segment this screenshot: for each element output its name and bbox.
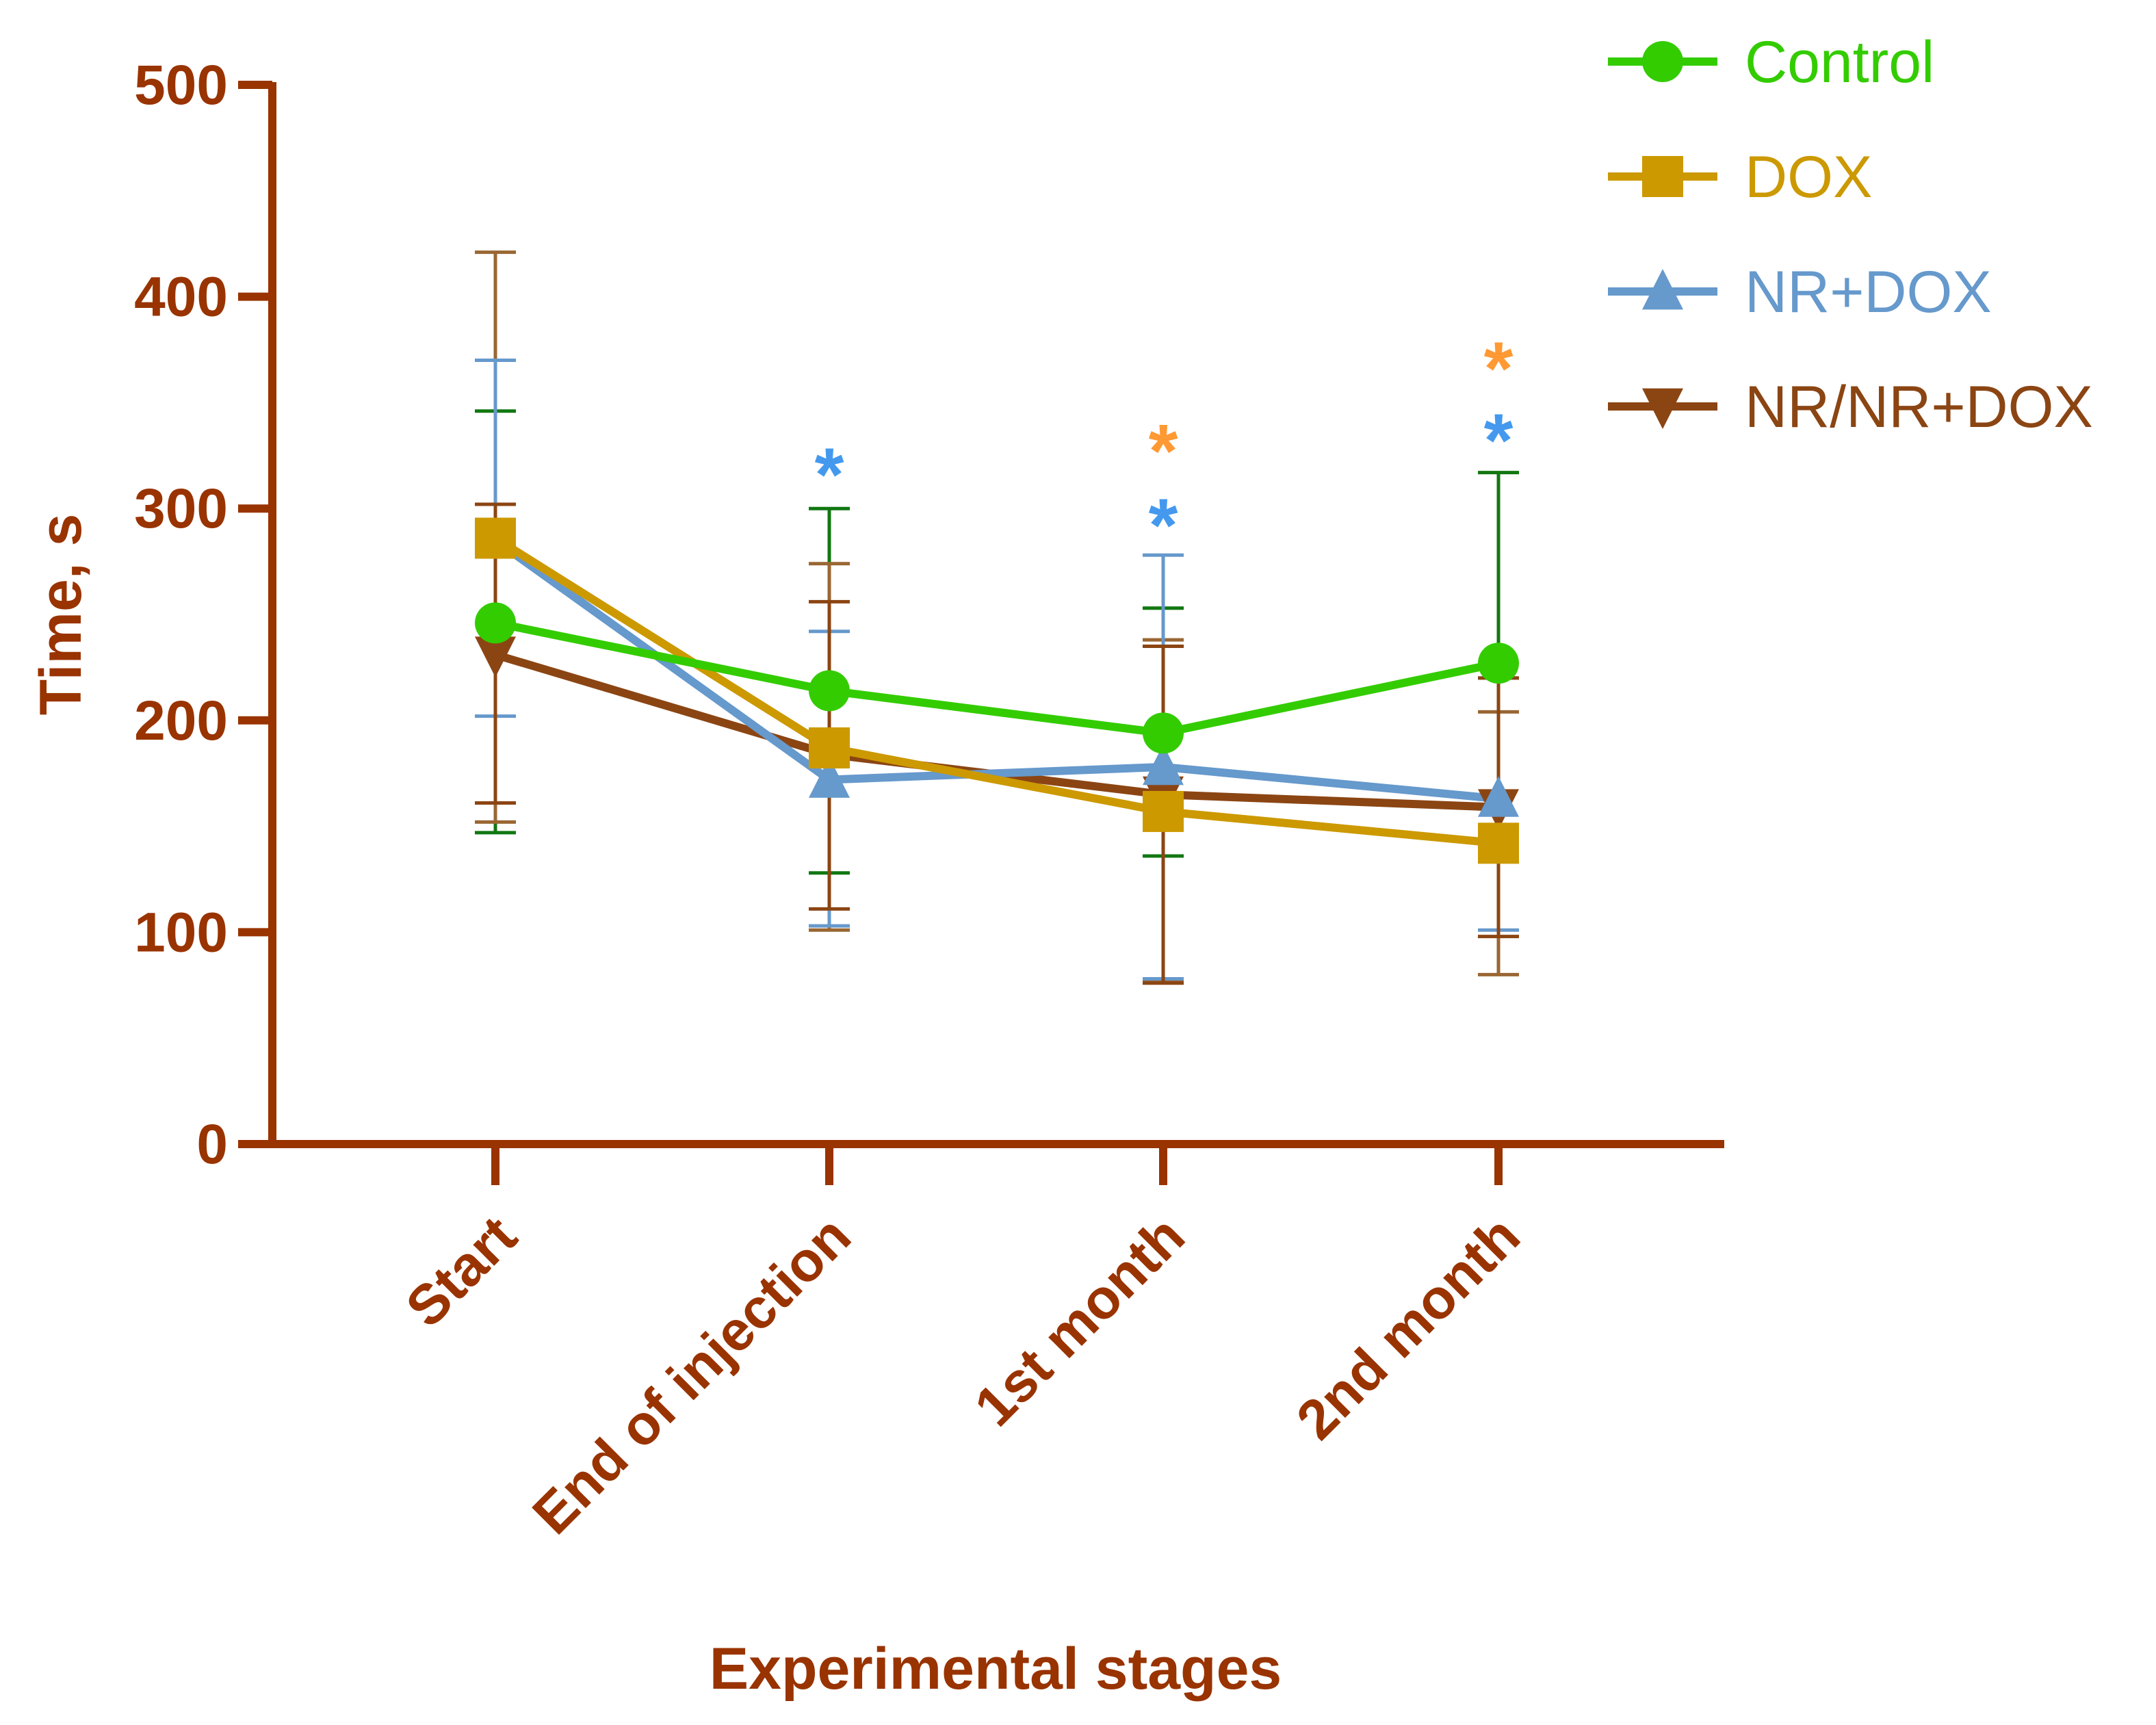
x-axis-label: Experimental stages — [710, 1636, 1282, 1702]
significance-annotations: *** ** — [815, 326, 1514, 567]
data-point — [809, 670, 850, 712]
significance-asterisk: * — [815, 432, 844, 517]
significance-asterisk: * — [1149, 409, 1178, 493]
legend: Control DOX NR+DOX NR/NR+DOX — [1608, 29, 2093, 440]
y-axis-label: Time, s — [28, 514, 94, 716]
legend-item: NR/NR+DOX — [1608, 374, 2093, 440]
series-line — [493, 536, 1499, 803]
y-tick-label: 400 — [134, 266, 228, 328]
legend-item: DOX — [1608, 144, 1872, 210]
series-markers — [475, 517, 1519, 864]
series-lines — [493, 534, 1500, 848]
significance-asterisk: * — [1149, 484, 1178, 568]
y-tick-label: 0 — [196, 1113, 228, 1176]
x-tick-label: Start — [394, 1204, 528, 1338]
y-tick-label: 100 — [134, 901, 228, 963]
legend-item: NR+DOX — [1608, 259, 1992, 325]
legend-label: DOX — [1745, 144, 1872, 210]
legend-label: NR/NR+DOX — [1745, 374, 2093, 440]
data-point — [475, 602, 516, 644]
legend-label: Control — [1745, 29, 1934, 95]
x-tick-label: 2nd month — [1285, 1204, 1532, 1451]
data-point — [1478, 643, 1519, 684]
y-tick-label: 300 — [134, 478, 228, 540]
data-point — [1478, 822, 1519, 864]
data-point — [1143, 790, 1184, 832]
data-point — [475, 517, 516, 559]
y-axis-ticks: 0 100 200 300 400 500 — [134, 54, 272, 1176]
x-tick-label: End of injection — [521, 1204, 863, 1546]
data-point — [1642, 156, 1683, 197]
y-tick-label: 500 — [134, 54, 228, 116]
error-bars — [475, 250, 1519, 985]
significance-asterisk: * — [1484, 326, 1514, 411]
significance-asterisk: * — [1484, 399, 1514, 483]
data-point — [809, 727, 850, 769]
series-line — [493, 534, 1499, 848]
data-point — [1642, 269, 1683, 310]
legend-label: NR+DOX — [1745, 259, 1992, 325]
data-point — [1642, 388, 1683, 429]
data-point — [809, 757, 850, 798]
data-point — [475, 636, 516, 677]
legend-item: Control — [1608, 29, 1934, 95]
data-point — [1642, 41, 1683, 82]
y-tick-label: 200 — [134, 690, 228, 752]
axes — [268, 82, 1724, 1148]
x-tick-label: 1st month — [963, 1204, 1196, 1438]
data-point — [1143, 744, 1184, 786]
data-point — [1478, 776, 1519, 817]
series-line — [494, 619, 1500, 738]
data-point — [1143, 712, 1184, 754]
